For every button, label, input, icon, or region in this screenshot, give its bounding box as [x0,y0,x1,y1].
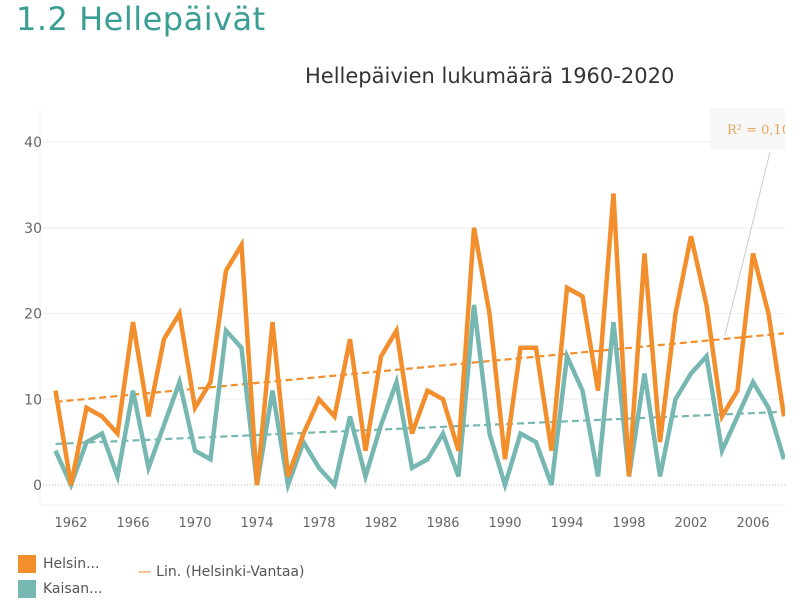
legend-label: Kaisan... [43,581,103,597]
x-tick-label: 1978 [302,516,335,531]
y-tick-label: 30 [24,221,42,237]
x-tick-label: 1986 [426,516,459,531]
y-tick-label: 10 [24,392,42,408]
x-tick-label: 1998 [612,516,645,531]
section-heading: 1.2 Hellepäivät [16,0,266,38]
annotation-box [710,108,785,150]
legend-label: Helsin... [43,556,100,572]
x-tick-label: 1994 [550,516,583,531]
x-tick-label: 1990 [488,516,521,531]
x-tick-label: 1962 [54,516,87,531]
annotation-leader [724,151,771,336]
series-line [53,193,785,486]
y-tick-label: 40 [24,135,42,151]
legend-item-kaisaniemi[interactable]: Kaisan... [18,580,103,598]
legend-swatch [18,580,36,598]
x-tick-label: 2006 [736,516,769,531]
series-line [53,304,785,494]
x-tick-label: 1974 [240,516,273,531]
x-tick-label: 2002 [674,516,707,531]
legend-item-helsinki[interactable]: Helsin... [18,555,99,573]
legend-item-trend[interactable]: --- Lin. (Helsinki-Vantaa) [138,564,304,580]
chart-title: Hellepäivien lukumäärä 1960-2020 [305,64,675,88]
y-tick-label: 0 [33,478,42,494]
x-tick-label: 1982 [364,516,397,531]
y-tick-label: 20 [24,307,42,323]
x-tick-label: 1966 [116,516,149,531]
x-tick-label: 1970 [178,516,211,531]
legend-swatch [18,555,36,573]
legend-label: Lin. (Helsinki-Vantaa) [156,564,305,580]
dashed-line-icon: --- [138,564,151,580]
annotation-text: R² = 0,10 [727,123,790,138]
